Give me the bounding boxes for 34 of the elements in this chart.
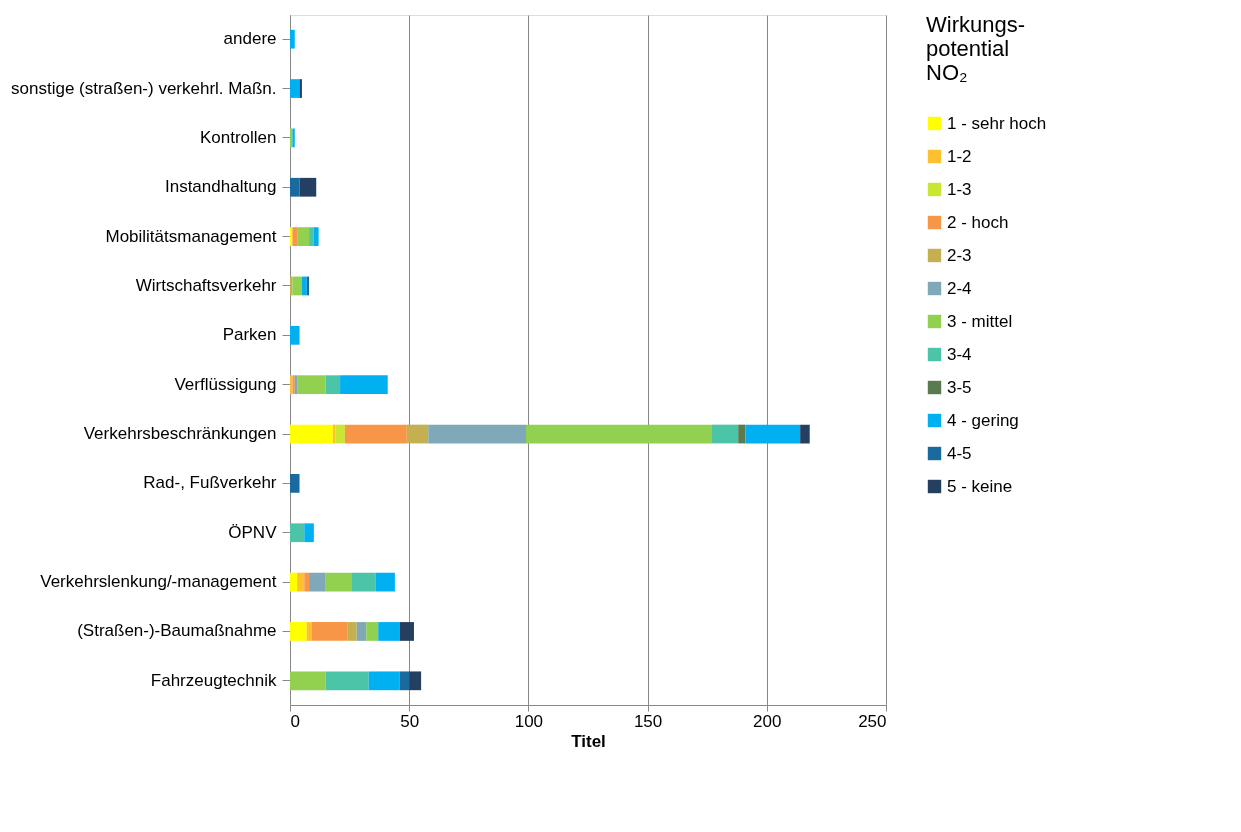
legend-label: 4-5: [947, 443, 972, 463]
y-tick-label: Verflüssigung: [174, 374, 277, 394]
y-tick-label: (Straßen-)-Baumaßnahme: [77, 621, 277, 641]
legend-label: 2-3: [947, 245, 972, 265]
x-tick-label: 50: [400, 711, 420, 731]
legend-label: 3 - mittel: [947, 311, 1013, 331]
y-tick-label: Fahrzeugtechnik: [150, 670, 277, 690]
x-tick-label: 200: [753, 711, 782, 731]
legend-label: 3-5: [947, 377, 972, 397]
x-tick-label: 250: [858, 711, 887, 731]
y-tick-label: Parken: [222, 325, 277, 345]
y-tick-label: sonstige (straßen-) verkehrl. Maßn.: [11, 78, 277, 98]
y-tick-label: Wirtschaftsverkehr: [135, 275, 277, 295]
legend-label: 5 - keine: [947, 476, 1013, 496]
legend-label: 4 - gering: [947, 410, 1019, 430]
y-tick-label: Verkehrsbeschränkungen: [83, 424, 277, 444]
y-tick-label: Verkehrslenkung/-management: [40, 572, 277, 592]
y-tick-label: Kontrollen: [199, 127, 277, 147]
y-tick-label: ÖPNV: [228, 522, 278, 542]
y-tick-label: Mobilitätsmanagement: [105, 226, 277, 246]
legend-label: 2-4: [947, 278, 972, 298]
x-axis-title: Titel: [571, 731, 606, 751]
legend-label: 1-2: [947, 146, 972, 166]
legend-title: Wirkungs- potential NO₂: [926, 12, 1026, 85]
legend-label: 1-3: [947, 179, 972, 199]
x-tick-label: 100: [514, 711, 544, 731]
legend-label: 2 - hoch: [947, 212, 1009, 232]
legend-label: 3-4: [947, 344, 972, 364]
y-tick-label: andere: [223, 29, 277, 49]
y-tick-label: Rad-, Fußverkehr: [143, 473, 277, 493]
y-tick-label: Instandhaltung: [164, 177, 277, 197]
legend-label: 1 - sehr hoch: [947, 113, 1047, 133]
x-tick-label: 150: [633, 711, 663, 731]
x-tick-label: 0: [290, 711, 300, 731]
